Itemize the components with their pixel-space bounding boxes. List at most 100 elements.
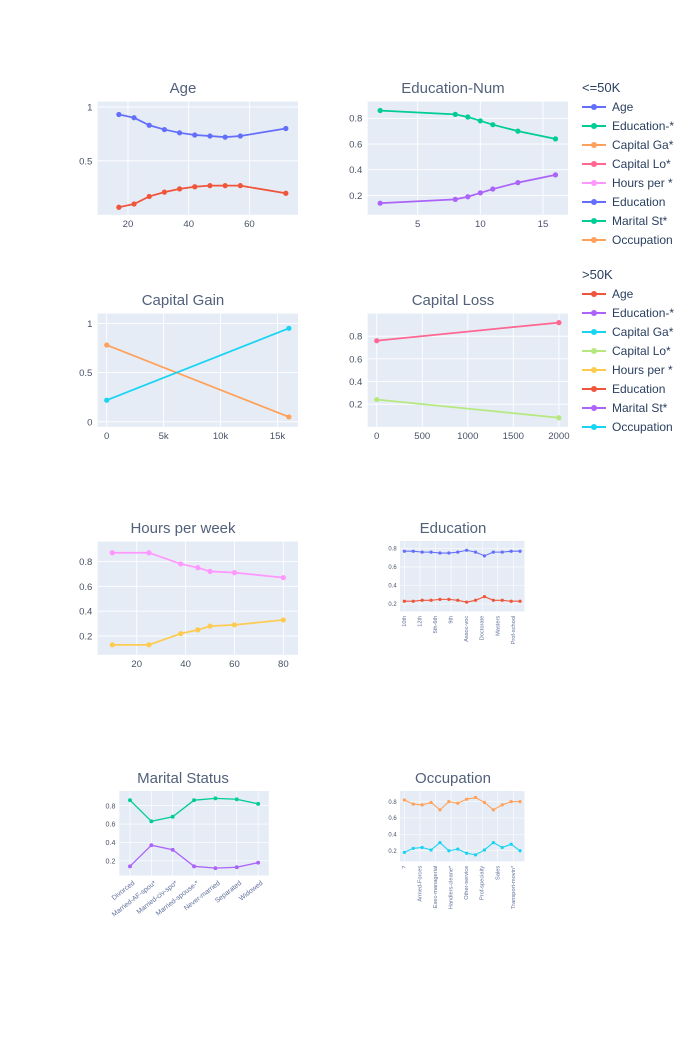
legend-item[interactable]: Occupation (582, 230, 674, 249)
xtick-label: 15 (538, 219, 549, 230)
legend-item[interactable]: Capital Lo* (582, 154, 674, 173)
plot-svg: 0.20.40.60.851015 (338, 101, 568, 231)
legend-label: Hours per * (612, 176, 673, 190)
legend-item[interactable]: Education-* (582, 303, 674, 322)
series-marker (238, 133, 243, 138)
series-marker (104, 398, 109, 403)
plot-svg: 00.5105k10k15k (68, 313, 298, 443)
series-marker (518, 849, 521, 852)
legend-swatch (582, 239, 606, 241)
series-marker (207, 183, 212, 188)
panel-title: Capital Gain (68, 292, 298, 309)
legend-group: >50KAgeEducation-*Capital Ga*Capital Lo*… (582, 267, 674, 436)
series-marker (447, 551, 450, 554)
series-marker (195, 627, 200, 632)
panel-education: Education0.20.40.60.810th12th5th-6th9thA… (338, 520, 568, 676)
series-marker (192, 864, 196, 868)
series-marker (501, 599, 504, 602)
series-marker (403, 851, 406, 854)
legend-item[interactable]: Education (582, 379, 674, 398)
legend-item[interactable]: Marital St* (582, 211, 674, 230)
series-marker (465, 114, 470, 119)
series-marker (178, 561, 183, 566)
series-marker (177, 130, 182, 135)
xtick-label: 60 (244, 219, 255, 230)
ytick-label: 0.2 (388, 602, 396, 608)
series-marker (465, 852, 468, 855)
ytick-label: 0.4 (388, 833, 397, 839)
series-marker (131, 201, 136, 206)
series-marker (474, 599, 477, 602)
series-marker (223, 183, 228, 188)
series-marker (213, 866, 217, 870)
legend-item[interactable]: Education-* (582, 116, 674, 135)
legend-swatch (582, 106, 606, 108)
series-marker (438, 598, 441, 601)
legend-label: Hours per * (612, 363, 673, 377)
legend-item[interactable]: Age (582, 284, 674, 303)
ytick-label: 0.4 (388, 584, 397, 590)
legend-label: Capital Ga* (612, 325, 673, 339)
xtick-label: Armed-Forces (417, 866, 423, 902)
series-marker (510, 800, 513, 803)
series-marker (207, 133, 212, 138)
series-marker (403, 798, 406, 801)
series-marker (421, 803, 424, 806)
series-marker (429, 801, 432, 804)
series-marker (412, 847, 415, 850)
series-marker (147, 194, 152, 199)
legend-item[interactable]: Age (582, 97, 674, 116)
series-marker (281, 575, 286, 580)
ytick-label: 0.2 (349, 191, 362, 202)
series-marker (490, 122, 495, 127)
legend-item[interactable]: Capital Ga* (582, 135, 674, 154)
ytick-label: 0.6 (388, 816, 397, 822)
series-marker (483, 848, 486, 851)
xtick-label: 0 (104, 431, 109, 442)
legend-label: Age (612, 287, 633, 301)
legend-item[interactable]: Occupation (582, 417, 674, 436)
xtick-label: ? (402, 866, 408, 869)
series-marker (235, 797, 239, 801)
legend-item[interactable]: Hours per * (582, 360, 674, 379)
plot-svg: 0.20.40.60.8DivorcedMarried-AF-spou*Marr… (68, 791, 298, 921)
xtick-label: 5 (415, 219, 420, 230)
legend-item[interactable]: Capital Lo* (582, 341, 674, 360)
legend-swatch (582, 220, 606, 222)
series-marker (429, 848, 432, 851)
series-marker (283, 126, 288, 131)
series-marker (104, 342, 109, 347)
ytick-label: 0.6 (105, 821, 115, 829)
xtick-label: Sales (495, 866, 501, 880)
series-marker (192, 798, 196, 802)
legend-group: <=50KAgeEducation-*Capital Ga*Capital Lo… (582, 80, 674, 249)
series-marker (374, 338, 379, 343)
series-marker (429, 550, 432, 553)
xtick-label: Masters (495, 616, 501, 636)
legend-label: Occupation (612, 233, 673, 247)
series-marker (515, 129, 520, 134)
legend-label: Marital St* (612, 401, 667, 415)
series-marker (235, 865, 239, 869)
xtick-label: 40 (183, 219, 194, 230)
legend-swatch (582, 125, 606, 127)
xtick-label: Assoc-voc (464, 616, 470, 642)
legend-swatch (582, 293, 606, 295)
legend-item[interactable]: Hours per * (582, 173, 674, 192)
series-marker (492, 808, 495, 811)
series-marker (128, 864, 132, 868)
series-marker (501, 803, 504, 806)
series-marker (149, 843, 153, 847)
legend-item[interactable]: Marital St* (582, 398, 674, 417)
panel-title: Capital Loss (338, 292, 568, 309)
legend-label: Education-* (612, 119, 674, 133)
series-marker (447, 598, 450, 601)
legend-item[interactable]: Capital Ga* (582, 322, 674, 341)
legend-item[interactable]: Education (582, 192, 674, 211)
series-marker (447, 800, 450, 803)
series-marker (429, 599, 432, 602)
ytick-label: 0.4 (349, 377, 363, 388)
series-marker (474, 550, 477, 553)
series-marker (403, 550, 406, 553)
ytick-label: 0 (87, 417, 92, 428)
